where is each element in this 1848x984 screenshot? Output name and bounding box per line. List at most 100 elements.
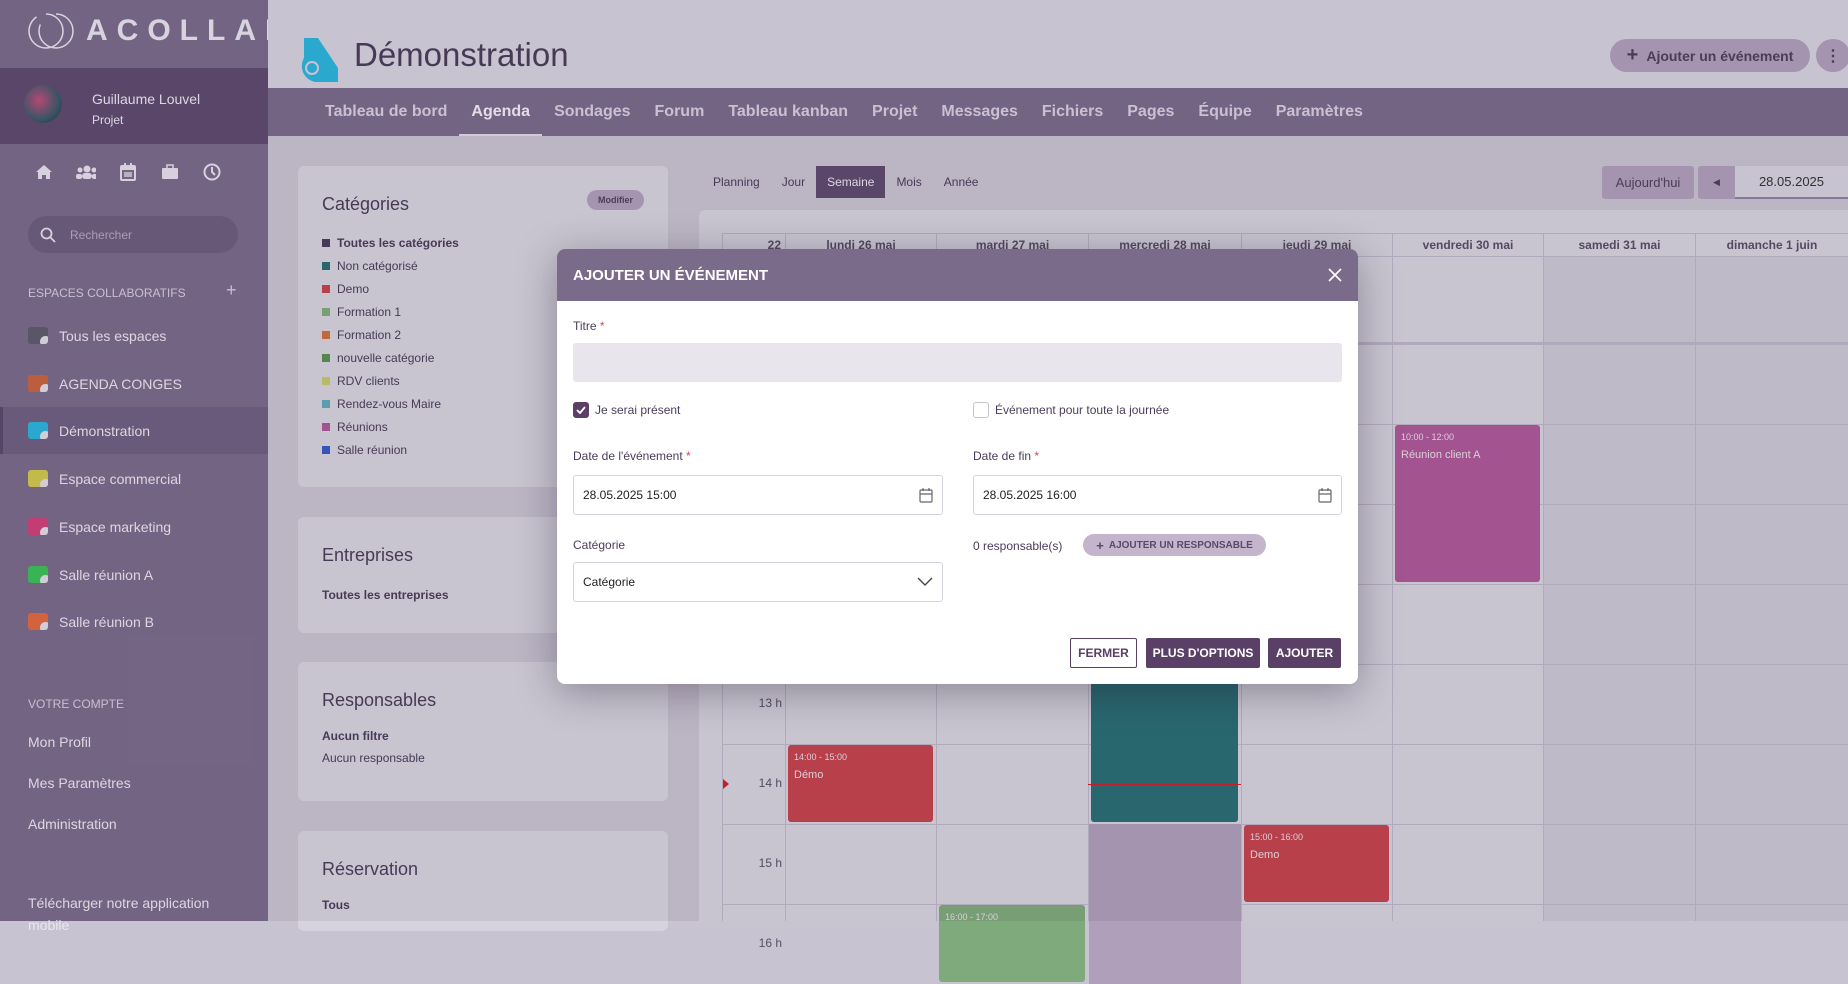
add-responsable-button[interactable]: + AJOUTER UN RESPONSABLE [1083, 534, 1266, 556]
nav-tab[interactable]: Tableau kanban [728, 103, 849, 120]
nav-tab[interactable]: Fichiers [1041, 103, 1104, 120]
category-label: Toutes les catégories [337, 235, 459, 250]
current-time-marker-icon [723, 779, 729, 789]
hour-line [722, 824, 1848, 825]
responsables-panel: Responsables Aucun filtre Aucun responsa… [298, 662, 668, 801]
account-link-admin[interactable]: Administration [28, 816, 117, 832]
users-icon[interactable] [76, 162, 96, 182]
prev-week-button[interactable]: ◀ [1698, 166, 1735, 199]
space-item[interactable]: Démonstration [0, 407, 268, 454]
view-tab[interactable]: Semaine [816, 166, 886, 198]
responsables-filter-label: Aucun filtre [322, 729, 389, 743]
category-item[interactable]: Demo [322, 277, 644, 300]
nav-tab[interactable]: Forum [654, 103, 705, 120]
logo[interactable]: ACOLLAB [26, 10, 296, 52]
category-item[interactable]: Non catégorisé [322, 254, 644, 277]
start-date-input[interactable]: 28.05.2025 15:00 [573, 475, 943, 515]
briefcase-icon[interactable] [160, 162, 180, 182]
calendar-event[interactable]: 10:00 - 12:00 Réunion client A [1395, 425, 1540, 582]
space-item[interactable]: AGENDA CONGES [0, 360, 268, 407]
view-tab[interactable]: Planning [713, 175, 760, 189]
space-icon [28, 375, 48, 392]
nav-tab[interactable]: Messages [941, 103, 1018, 120]
add-event-label: Ajouter un événement [1646, 47, 1794, 64]
entreprises-filter[interactable]: Toutes les entreprises [322, 588, 449, 602]
category-swatch [322, 284, 330, 293]
submit-add-button[interactable]: AJOUTER [1268, 638, 1341, 668]
nav-tab[interactable]: Agenda [459, 88, 542, 136]
category-item[interactable]: Formation 2 [322, 323, 644, 346]
account-link-profile[interactable]: Mon Profil [28, 734, 92, 750]
category-swatch [322, 399, 330, 408]
present-checkbox[interactable] [573, 402, 589, 418]
view-tab[interactable]: Jour [781, 175, 806, 189]
entreprises-title: Entreprises [322, 545, 414, 565]
plus-icon: + [1096, 537, 1104, 553]
today-button[interactable]: Aujourd'hui [1602, 166, 1694, 199]
category-label: Formation 2 [337, 327, 402, 342]
view-tab[interactable]: Mois [896, 175, 922, 189]
close-button[interactable]: FERMER [1070, 638, 1137, 668]
category-select[interactable]: Catégorie [573, 562, 943, 602]
close-icon[interactable] [1328, 268, 1342, 282]
title-label: Titre * [573, 319, 605, 333]
calendar-icon[interactable] [1318, 487, 1332, 503]
allday-checkbox[interactable] [973, 402, 989, 418]
more-options-button[interactable]: ⋮ [1816, 39, 1848, 72]
search-input[interactable]: Rechercher [28, 216, 238, 253]
space-icon [28, 470, 48, 487]
user-name: Guillaume Louvel [92, 91, 201, 107]
add-space-icon[interactable]: + [226, 280, 237, 300]
calendar-event[interactable]: 14:00 - 15:00 Démo [788, 745, 933, 822]
calendar-event[interactable]: Point client 2 [1091, 665, 1238, 822]
space-item[interactable]: Espace marketing [0, 503, 268, 550]
category-item[interactable]: Rendez-vous Maire [322, 392, 644, 415]
event-time: 14:00 - 15:00 [794, 752, 848, 762]
responsables-filter-value[interactable]: Aucun responsable [322, 751, 425, 765]
hour-line [722, 744, 1848, 745]
present-checkbox-row[interactable]: Je serai présent [573, 402, 680, 418]
space-item[interactable]: Espace commercial [0, 455, 268, 502]
title-input[interactable] [573, 343, 1342, 382]
nav-tab[interactable]: Sondages [554, 103, 631, 120]
account-link-settings[interactable]: Mes Paramètres [28, 775, 131, 791]
nav-tab[interactable]: Pages [1127, 103, 1175, 120]
category-item[interactable]: nouvelle catégorie [322, 346, 644, 369]
day-col-line [1543, 233, 1544, 921]
logo-text: ACOLLAB [86, 14, 296, 47]
edit-categories-button[interactable]: Modifier [587, 190, 644, 210]
responsables-count: 0 responsable(s) [973, 539, 1063, 553]
end-date-input[interactable]: 28.05.2025 16:00 [973, 475, 1342, 515]
allday-checkbox-row[interactable]: Événement pour toute la journée [973, 402, 1169, 418]
nav-tab[interactable]: Projet [872, 103, 918, 120]
nav-tab[interactable]: Paramètres [1275, 103, 1363, 120]
event-time: 16:00 - 17:00 [945, 912, 999, 922]
space-label: Espace marketing [59, 518, 172, 535]
category-item[interactable]: Formation 1 [322, 300, 644, 323]
more-options-button[interactable]: PLUS D'OPTIONS [1146, 638, 1260, 668]
check-icon [576, 406, 586, 414]
category-item[interactable]: Toutes les catégories [322, 231, 644, 254]
calendar-icon[interactable] [118, 162, 138, 182]
clock-icon[interactable] [202, 162, 222, 182]
date-picker[interactable]: 28.05.2025 [1735, 166, 1848, 199]
avatar[interactable] [24, 85, 62, 123]
nav-tab[interactable]: Tableau de bord [325, 103, 448, 120]
category-item[interactable]: Réunions [322, 415, 644, 438]
category-item[interactable]: Salle réunion [322, 438, 644, 461]
nav-tab[interactable]: Équipe [1198, 103, 1252, 120]
space-item[interactable]: Tous les espaces [0, 312, 268, 359]
add-event-button[interactable]: + Ajouter un événement [1610, 39, 1810, 72]
calendar-event[interactable]: 15:00 - 16:00 Demo [1244, 825, 1389, 902]
space-item[interactable]: Salle réunion A [0, 551, 268, 598]
calendar-icon[interactable] [919, 487, 933, 503]
view-tab[interactable]: Année [943, 175, 979, 189]
home-icon[interactable] [34, 162, 54, 182]
category-item[interactable]: RDV clients [322, 369, 644, 392]
reservation-filter[interactable]: Tous [322, 898, 350, 912]
space-icon [28, 613, 48, 630]
day-col-line [1695, 233, 1696, 921]
category-swatch [322, 445, 330, 454]
caret-left-icon: ◀ [1713, 177, 1720, 187]
space-item[interactable]: Salle réunion B [0, 598, 268, 645]
